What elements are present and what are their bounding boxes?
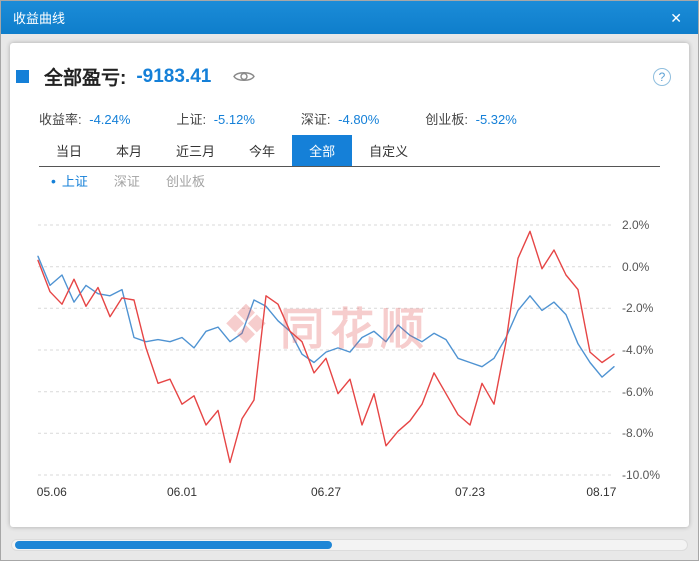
close-icon[interactable]: ✕ (670, 9, 682, 26)
y-axis-tick-label: -4.0% (622, 343, 654, 357)
stat-shenzhen: 深证: -4.80% (301, 109, 379, 128)
legend-dot-icon: • (51, 173, 56, 189)
tab-month[interactable]: 本月 (116, 144, 143, 159)
stat-label: 收益率: (39, 112, 82, 127)
scrollbar-thumb[interactable] (15, 541, 333, 549)
legend-shenzhen[interactable]: 深证 (114, 171, 140, 190)
window-title: 收益曲线 (13, 11, 66, 26)
help-icon[interactable]: ? (653, 67, 671, 86)
stats-row: 收益率: -4.24% 上证: -5.12% 深证: -4.80% 创业板: -… (39, 109, 563, 128)
stat-chinext: 创业板: -5.32% (425, 109, 516, 128)
profit-card: 全部盈亏: -9183.41 ? 收益率: -4.24% 上证: -5.12% … (10, 43, 689, 527)
horizontal-scrollbar[interactable] (11, 539, 688, 551)
y-axis-labels: 2.0% 0.0% -2.0% -4.0% -6.0% -8.0% -10.0% (622, 218, 684, 482)
x-axis-labels: 05.06 06.01 06.27 07.23 08.17 (36, 485, 617, 501)
legend-chinext[interactable]: 创业板 (166, 171, 205, 190)
y-axis-tick-label: -6.0% (622, 384, 654, 399)
tab-year[interactable]: 今年 (249, 144, 276, 159)
x-axis-tick-label: 05.06 (36, 485, 67, 499)
header-row: 全部盈亏: -9183.41 ? (16, 63, 671, 90)
stat-value: -4.24% (89, 112, 131, 127)
legend-label: 上证 (61, 174, 88, 189)
x-axis-tick-label: 06.27 (310, 485, 342, 499)
stat-shanghai: 上证: -5.12% (176, 109, 254, 128)
stat-label: 深证: (300, 112, 331, 127)
legend-shanghai[interactable]: • 上证 (51, 171, 88, 190)
y-axis-tick-label: -2.0% (622, 301, 654, 316)
y-axis-tick-label: -8.0% (622, 426, 654, 441)
stat-return-rate: 收益率: -4.24% (39, 109, 130, 128)
stat-value: -5.32% (475, 112, 517, 127)
titlebar: 收益曲线 ✕ (1, 1, 698, 34)
y-axis-tick-label: -10.0% (622, 468, 661, 482)
index-legend: • 上证 深证 创业板 (51, 171, 231, 190)
eye-icon[interactable] (233, 69, 256, 84)
total-pnl-label: 全部盈亏: (44, 68, 127, 89)
tab-today[interactable]: 当日 (56, 144, 83, 159)
chart-canvas (37, 224, 615, 476)
tab-custom[interactable]: 自定义 (369, 144, 409, 159)
y-axis-tick-label: 2.0% (622, 218, 650, 232)
stat-value: -4.80% (338, 112, 380, 127)
legend-label: 创业板 (165, 174, 205, 189)
total-pnl-value: -9183.41 (136, 65, 212, 87)
profit-line-chart[interactable]: ❖ 同花顺 (37, 224, 615, 476)
period-tabs: 当日 本月 近三月 今年 全部 自定义 (39, 135, 660, 167)
title-bullet-icon (16, 70, 29, 83)
x-axis-tick-label: 08.17 (586, 485, 617, 499)
stat-label: 上证: (176, 112, 207, 127)
tab-all[interactable]: 全部 (292, 135, 353, 166)
legend-label: 深证 (113, 174, 140, 189)
x-axis-tick-label: 07.23 (454, 485, 486, 499)
y-axis-tick-label: 0.0% (622, 259, 650, 274)
x-axis-tick-label: 06.01 (166, 485, 198, 499)
stat-value: -5.12% (213, 112, 255, 127)
stat-label: 创业板: (425, 112, 468, 127)
tab-3months[interactable]: 近三月 (176, 144, 216, 159)
